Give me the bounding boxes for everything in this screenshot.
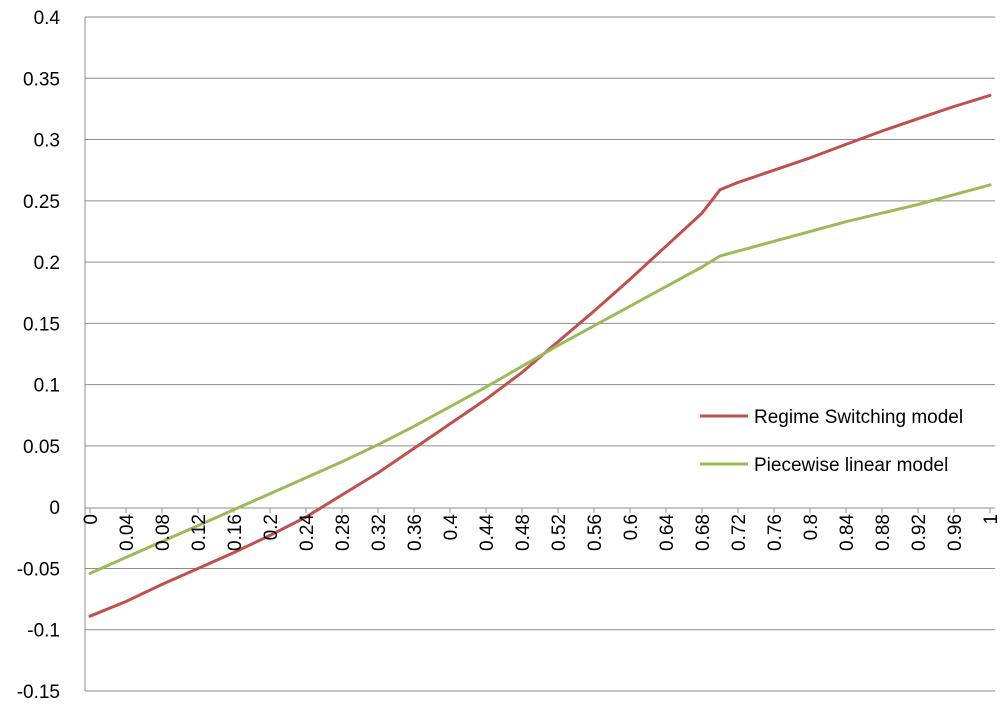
gridlines bbox=[85, 16, 995, 692]
legend: Regime Switching model Piecewise linear m… bbox=[700, 407, 963, 476]
x-tick-label: 0.72 bbox=[729, 514, 750, 551]
x-tick-label: 0.6 bbox=[621, 514, 642, 540]
x-tick-label: 0.56 bbox=[585, 514, 606, 551]
x-tick-label: 0.88 bbox=[873, 514, 894, 551]
y-tick-label: 0.1 bbox=[34, 376, 60, 397]
x-tick-label: 0.04 bbox=[117, 514, 138, 551]
x-tick-label: 0.32 bbox=[369, 514, 390, 551]
x-tick-label: 0.2 bbox=[261, 514, 282, 540]
y-tick-label: 0.35 bbox=[23, 69, 60, 90]
x-tick-label: 0.84 bbox=[837, 514, 858, 551]
y-tick-label: 0 bbox=[49, 498, 60, 519]
x-tick-label: 0.8 bbox=[801, 514, 822, 540]
x-tick-label: 0.36 bbox=[405, 514, 426, 551]
y-tick-label: 0.4 bbox=[34, 8, 61, 29]
y-tick-label: 0.2 bbox=[34, 253, 60, 274]
series-lines bbox=[88, 93, 992, 618]
y-tick-label: 0.25 bbox=[23, 192, 60, 213]
x-tick-label: 0.48 bbox=[513, 514, 534, 551]
x-tick-label: 0.76 bbox=[765, 514, 786, 551]
x-tick-label: 1 bbox=[981, 514, 1002, 525]
axes bbox=[84, 17, 995, 691]
x-tick-labels: 0 0.04 0.08 0.12 0.16 0.2 0.24 0.28 0.32 0.36 0.4 0… bbox=[81, 514, 1002, 551]
x-tick-label: 0.24 bbox=[297, 514, 318, 551]
x-tick-label: 0.28 bbox=[333, 514, 354, 551]
y-tick-label: 0.05 bbox=[23, 437, 60, 458]
x-tick-label: 0.4 bbox=[441, 514, 462, 541]
y-tick-label: 0.15 bbox=[23, 314, 60, 335]
x-tick-label: 0.68 bbox=[693, 514, 714, 551]
y-tick-labels: -0.15 -0.1 -0.05 0 0.05 0.1 0.15 0.2 0.25 0.3 0.35… bbox=[17, 8, 61, 703]
x-tick-label: 0.92 bbox=[909, 514, 930, 551]
x-tick-label: 0.44 bbox=[477, 514, 498, 551]
y-tick-label: -0.15 bbox=[17, 682, 60, 703]
series-line-piecewise-linear bbox=[88, 183, 992, 575]
x-tick-label: 0.52 bbox=[549, 514, 570, 551]
legend-label: Piecewise linear model bbox=[754, 455, 948, 476]
y-tick-label: 0.3 bbox=[34, 131, 60, 152]
x-tick-label: 0.16 bbox=[225, 514, 246, 551]
series-line-regime-switching bbox=[88, 93, 992, 618]
legend-label: Regime Switching model bbox=[754, 407, 963, 428]
y-tick-label: -0.05 bbox=[17, 559, 60, 580]
y-tick-label: -0.1 bbox=[27, 621, 60, 642]
x-tick-label: 0.12 bbox=[189, 514, 210, 551]
x-tick-label: 0.96 bbox=[945, 514, 966, 551]
x-tick-label: 0.08 bbox=[153, 514, 174, 551]
x-tick-label: 0 bbox=[81, 514, 102, 525]
x-tick-label: 0.64 bbox=[657, 514, 678, 551]
